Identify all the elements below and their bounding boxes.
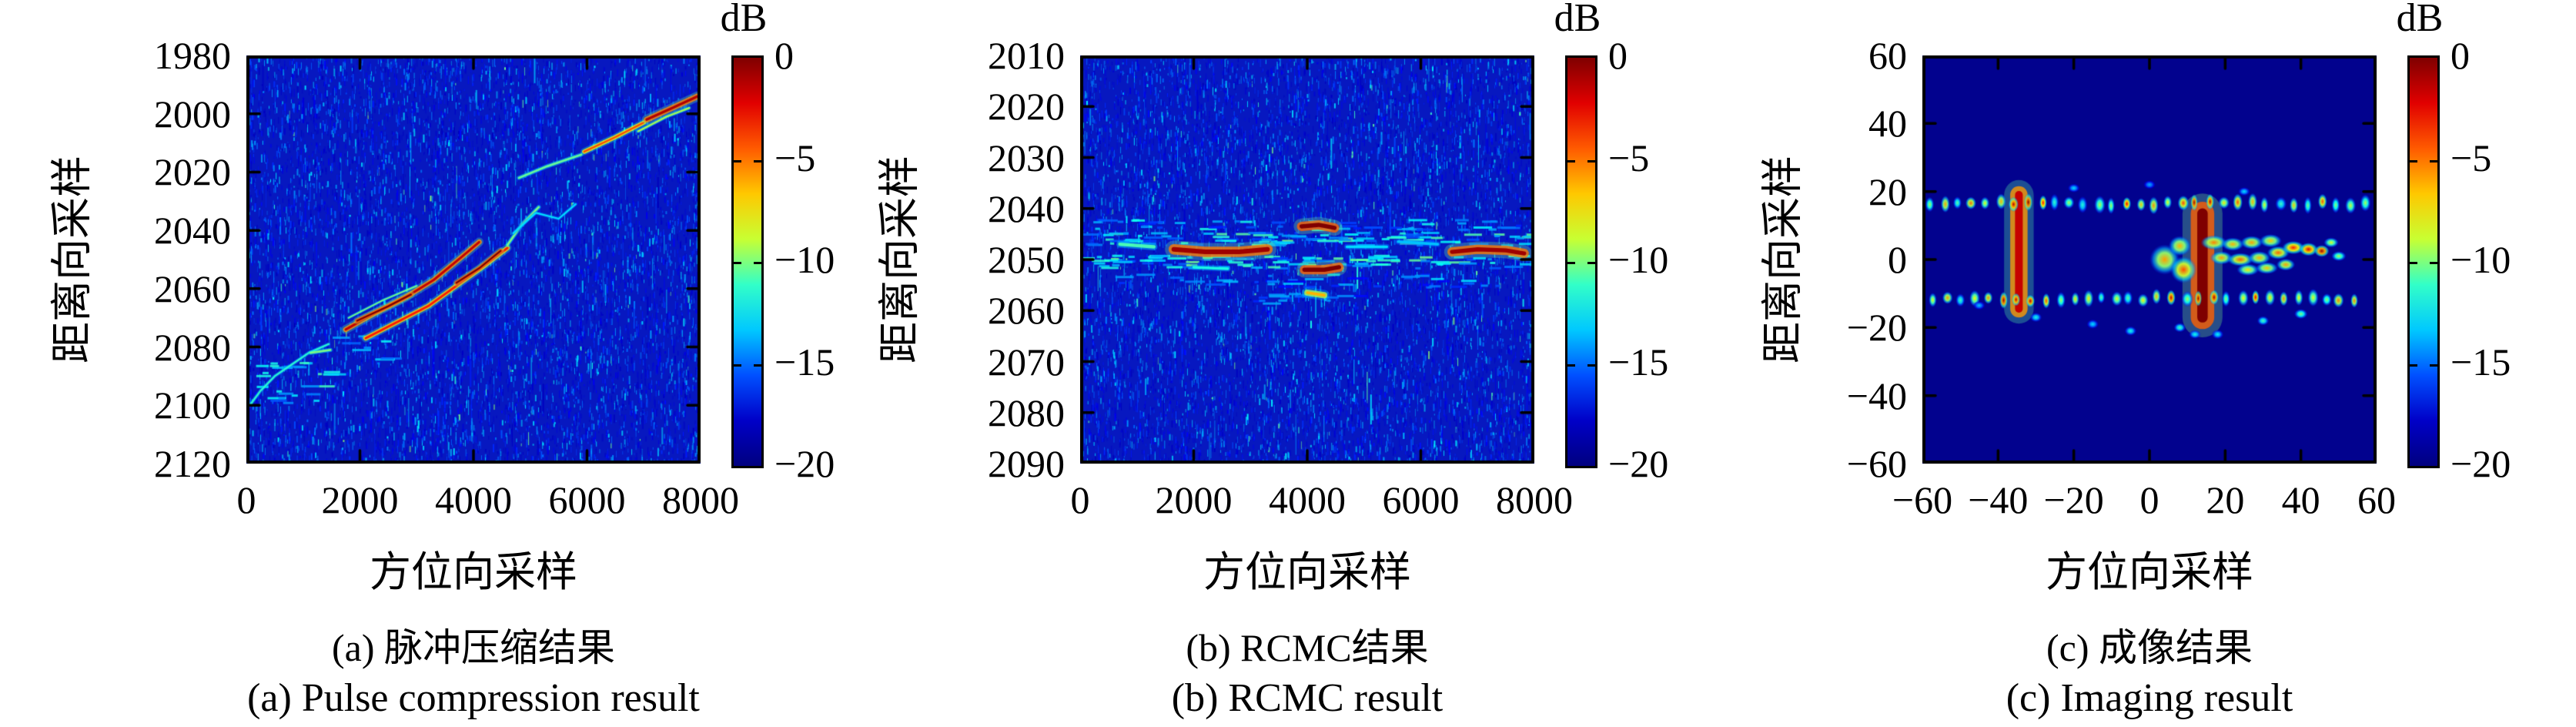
heatmap-imaging-result bbox=[1922, 55, 2377, 464]
caption-cn-a: (a) 脉冲压缩结果 bbox=[332, 626, 615, 669]
y-tick-label: 2050 bbox=[988, 238, 1065, 281]
colorbar-tick-label: −20 bbox=[774, 442, 835, 485]
colorbar-tick-label: 0 bbox=[774, 34, 794, 77]
colorbar-tick-label: 0 bbox=[2451, 34, 2470, 77]
caption-cn-b: (b) RCMC结果 bbox=[1186, 626, 1429, 669]
y-tick-label: 60 bbox=[1868, 34, 1907, 77]
y-tick-label: 2060 bbox=[988, 289, 1065, 333]
x-tick-label: 0 bbox=[2139, 478, 2159, 521]
y-tick-label: 2030 bbox=[988, 136, 1065, 179]
x-tick-label: 20 bbox=[2206, 478, 2245, 521]
y-tick-label: 2080 bbox=[154, 325, 231, 369]
y-tick-label: 2070 bbox=[988, 340, 1065, 384]
x-tick-label: 2000 bbox=[1155, 478, 1233, 521]
x-tick-label: 8000 bbox=[1496, 478, 1573, 521]
x-tick-label: 4000 bbox=[435, 478, 512, 521]
y-tick-label: 2000 bbox=[154, 92, 231, 136]
colorbar-tick-label: −15 bbox=[1608, 340, 1669, 384]
x-tick-label: −20 bbox=[2043, 478, 2104, 521]
colorbar-tick-label: −15 bbox=[774, 340, 835, 384]
colorbar-b bbox=[1565, 55, 1597, 468]
colorbar-tick-label: −10 bbox=[774, 238, 835, 281]
colorbar-title-c: dB bbox=[2396, 0, 2444, 40]
y-tick-label: 2020 bbox=[154, 150, 231, 194]
colorbar-c bbox=[2407, 55, 2440, 468]
y-tick-label: 2080 bbox=[988, 390, 1065, 434]
y-tick-label: 20 bbox=[1868, 169, 1907, 213]
y-tick-label: 1980 bbox=[154, 34, 231, 77]
x-tick-label: 0 bbox=[1070, 478, 1090, 521]
colorbar-title-a: dB bbox=[720, 0, 768, 40]
x-tick-label: 40 bbox=[2281, 478, 2320, 521]
y-tick-label: 2040 bbox=[154, 209, 231, 253]
y-tick-label: 2010 bbox=[988, 34, 1065, 77]
colorbar-tick-label: −20 bbox=[2451, 442, 2511, 485]
colorbar-tick-label: −5 bbox=[2451, 136, 2492, 179]
y-tick-label: 2040 bbox=[988, 186, 1065, 230]
x-tick-label: −40 bbox=[1968, 478, 2029, 521]
x-tick-label: −60 bbox=[1892, 478, 1953, 521]
y-tick-label: 2120 bbox=[154, 442, 231, 485]
x-tick-label: 6000 bbox=[1382, 478, 1460, 521]
colorbar-tick-label: 0 bbox=[1608, 34, 1628, 77]
colorbar-tick-label: −10 bbox=[2451, 238, 2511, 281]
y-tick-label: −20 bbox=[1846, 306, 1907, 350]
x-tick-label: 8000 bbox=[662, 478, 739, 521]
colorbar-a bbox=[731, 55, 764, 468]
colorbar-tick-label: −5 bbox=[1608, 136, 1650, 179]
x-axis-label-a: 方位向采样 bbox=[370, 549, 577, 595]
caption-cn-c: (c) 成像结果 bbox=[2046, 626, 2253, 669]
x-tick-label: 2000 bbox=[321, 478, 399, 521]
caption-en-a: (a) Pulse compression result bbox=[247, 676, 700, 720]
heatmap-rcmc bbox=[1080, 55, 1534, 464]
y-tick-label: 2060 bbox=[154, 266, 231, 310]
colorbar-title-b: dB bbox=[1554, 0, 1601, 40]
caption-en-c: (c) Imaging result bbox=[2006, 676, 2293, 720]
heatmap-pulse-compression bbox=[246, 55, 701, 464]
y-tick-label: −60 bbox=[1846, 442, 1907, 485]
y-tick-label: 2100 bbox=[154, 384, 231, 427]
x-tick-label: 4000 bbox=[1269, 478, 1346, 521]
colorbar-tick-label: −15 bbox=[2451, 340, 2511, 384]
colorbar-tick-label: −10 bbox=[1608, 238, 1669, 281]
colorbar-tick-label: −20 bbox=[1608, 442, 1669, 485]
y-tick-label: 40 bbox=[1868, 102, 1907, 146]
x-tick-label: 60 bbox=[2357, 478, 2396, 521]
x-tick-label: 0 bbox=[236, 478, 256, 521]
x-axis-label-b: 方位向采样 bbox=[1203, 549, 1411, 595]
x-axis-label-c: 方位向采样 bbox=[2046, 549, 2253, 595]
y-tick-label: −40 bbox=[1846, 374, 1907, 417]
y-tick-label: 2090 bbox=[988, 442, 1065, 485]
colorbar-tick-label: −5 bbox=[774, 136, 816, 179]
caption-en-b: (b) RCMC result bbox=[1171, 676, 1444, 720]
y-tick-label: 0 bbox=[1888, 238, 1907, 281]
x-tick-label: 6000 bbox=[548, 478, 626, 521]
y-tick-label: 2020 bbox=[988, 85, 1065, 129]
